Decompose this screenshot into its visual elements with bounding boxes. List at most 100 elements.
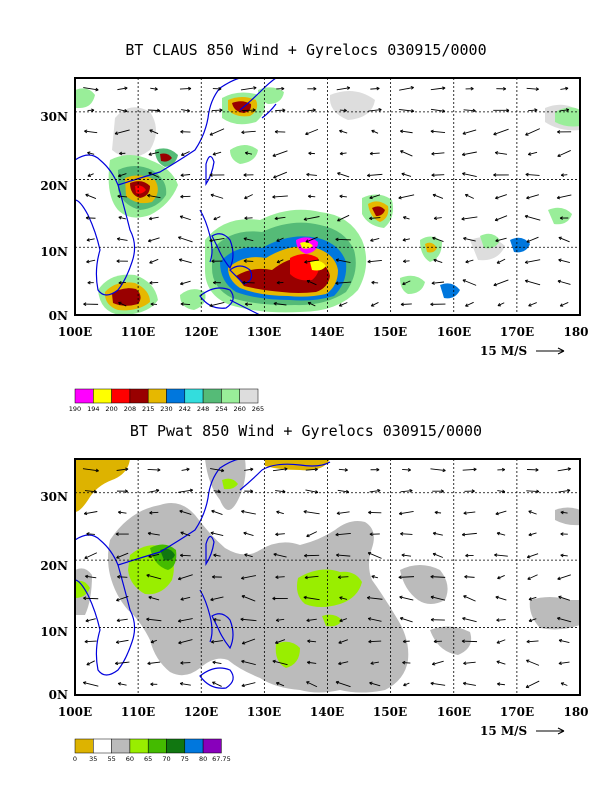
wind-vector: [461, 216, 478, 220]
wind-vector: [87, 152, 95, 155]
wind-vector-head: [527, 152, 532, 156]
wind-vector-head: [338, 661, 342, 666]
wind-vector-head: [335, 532, 339, 537]
wind-vector-head: [213, 553, 217, 558]
wind-vector-head: [213, 216, 217, 221]
wind-vector-head: [157, 468, 161, 472]
wind-vector-head: [345, 489, 350, 494]
wind-vector: [180, 662, 191, 664]
wind-vector-head: [307, 639, 311, 643]
wind-vector: [118, 216, 126, 220]
wind-vector-head: [501, 489, 506, 494]
wind-vector: [210, 194, 224, 199]
wind-vector-head: [463, 595, 467, 599]
wind-vector-head: [209, 132, 214, 136]
wind-vector: [181, 468, 190, 471]
wind-vector-head: [462, 279, 466, 283]
wind-vector-head: [398, 511, 403, 516]
wind-vector-head: [124, 108, 128, 113]
wind-vector-head: [85, 193, 89, 198]
claus-lat-label: 0N: [49, 309, 68, 323]
wind-vector-head: [150, 639, 155, 644]
wind-vector: [338, 468, 348, 471]
wind-vector: [146, 574, 162, 580]
wind-vector: [115, 661, 130, 664]
wind-vector: [213, 619, 221, 621]
wind-vector-head: [91, 108, 95, 113]
wind-vector: [496, 619, 506, 621]
wind-vector-head: [178, 258, 183, 262]
wind-vector: [209, 128, 225, 136]
wind-vector-head: [535, 87, 539, 91]
wind-vector-head: [156, 488, 160, 493]
wind-vector: [403, 682, 410, 686]
wind-vector: [243, 532, 254, 536]
wind-vector-head: [370, 238, 374, 242]
wind-vector-head: [306, 681, 310, 685]
wind-vector-head: [308, 151, 312, 156]
wind-vector-head: [369, 195, 373, 200]
wind-vector: [495, 152, 508, 155]
wind-vector-head: [273, 301, 277, 306]
wind-vector: [180, 682, 191, 686]
wind-vector-head: [472, 108, 476, 113]
wind-vector: [116, 595, 129, 601]
wind-vector: [402, 662, 411, 664]
claus-lat-labels: 0N 10N 20N 30N: [40, 110, 68, 323]
wind-vector: [337, 214, 350, 222]
wind-vector-head: [464, 574, 468, 579]
claus-wind-scale: 15 M/S: [480, 344, 565, 358]
wind-vector-head: [339, 129, 343, 134]
wind-vector-head: [399, 616, 404, 621]
pwat-lat-label: 20N: [40, 559, 68, 573]
wind-vector: [369, 682, 381, 687]
claus-lon-labels: 100E 110E 120E 130E 140E 150E 160E 170E …: [58, 325, 589, 339]
wind-vector-head: [210, 193, 214, 198]
colorbar-swatch: [111, 738, 131, 754]
wind-vector-head: [463, 511, 467, 515]
wind-vector: [116, 552, 129, 559]
wind-vector: [84, 130, 98, 134]
wind-vector-head: [465, 259, 469, 264]
wind-vector-head: [180, 129, 184, 134]
wind-vector-head: [250, 489, 254, 494]
wind-vector-head: [124, 489, 128, 494]
wind-vector: [213, 216, 221, 220]
wind-vector-head: [398, 575, 402, 580]
colorbar-label: 190: [69, 405, 81, 413]
wind-vector-head: [209, 238, 213, 243]
wind-vector: [273, 171, 288, 179]
wind-vector-head: [557, 279, 561, 284]
wind-vector-head: [212, 152, 217, 156]
wind-vector-head: [95, 87, 99, 92]
wind-vector-head: [440, 489, 444, 494]
wind-vector: [84, 640, 97, 643]
wind-vector-head: [463, 661, 467, 666]
wind-vector-head: [86, 259, 90, 264]
wind-vector: [147, 194, 161, 199]
wind-vector-head: [528, 510, 532, 514]
wind-vector: [303, 216, 320, 221]
wind-vector-head: [86, 532, 90, 536]
wind-vector-head: [410, 86, 414, 90]
wind-vector: [87, 173, 94, 177]
wind-vector: [242, 638, 256, 645]
wind-vector-head: [276, 259, 281, 264]
wind-vector-head: [430, 574, 434, 579]
wind-vector: [276, 511, 284, 515]
wind-vector: [431, 281, 445, 284]
wind-vector: [398, 576, 415, 578]
wind-vector: [117, 195, 128, 198]
wind-vector-head: [473, 467, 477, 472]
wind-vector-head: [497, 682, 501, 686]
wind-vector-head: [117, 510, 122, 515]
wind-vector-head: [307, 301, 312, 306]
pwat-shading: [75, 459, 580, 693]
wind-vector-head: [378, 108, 382, 112]
wind-vector-head: [181, 152, 185, 156]
claus-lon-label: 120E: [184, 325, 218, 339]
wind-vector: [180, 174, 191, 176]
wind-vector: [432, 660, 444, 665]
pwat-wind-vectors: [82, 467, 572, 689]
colorbar-label: 194: [87, 405, 99, 413]
